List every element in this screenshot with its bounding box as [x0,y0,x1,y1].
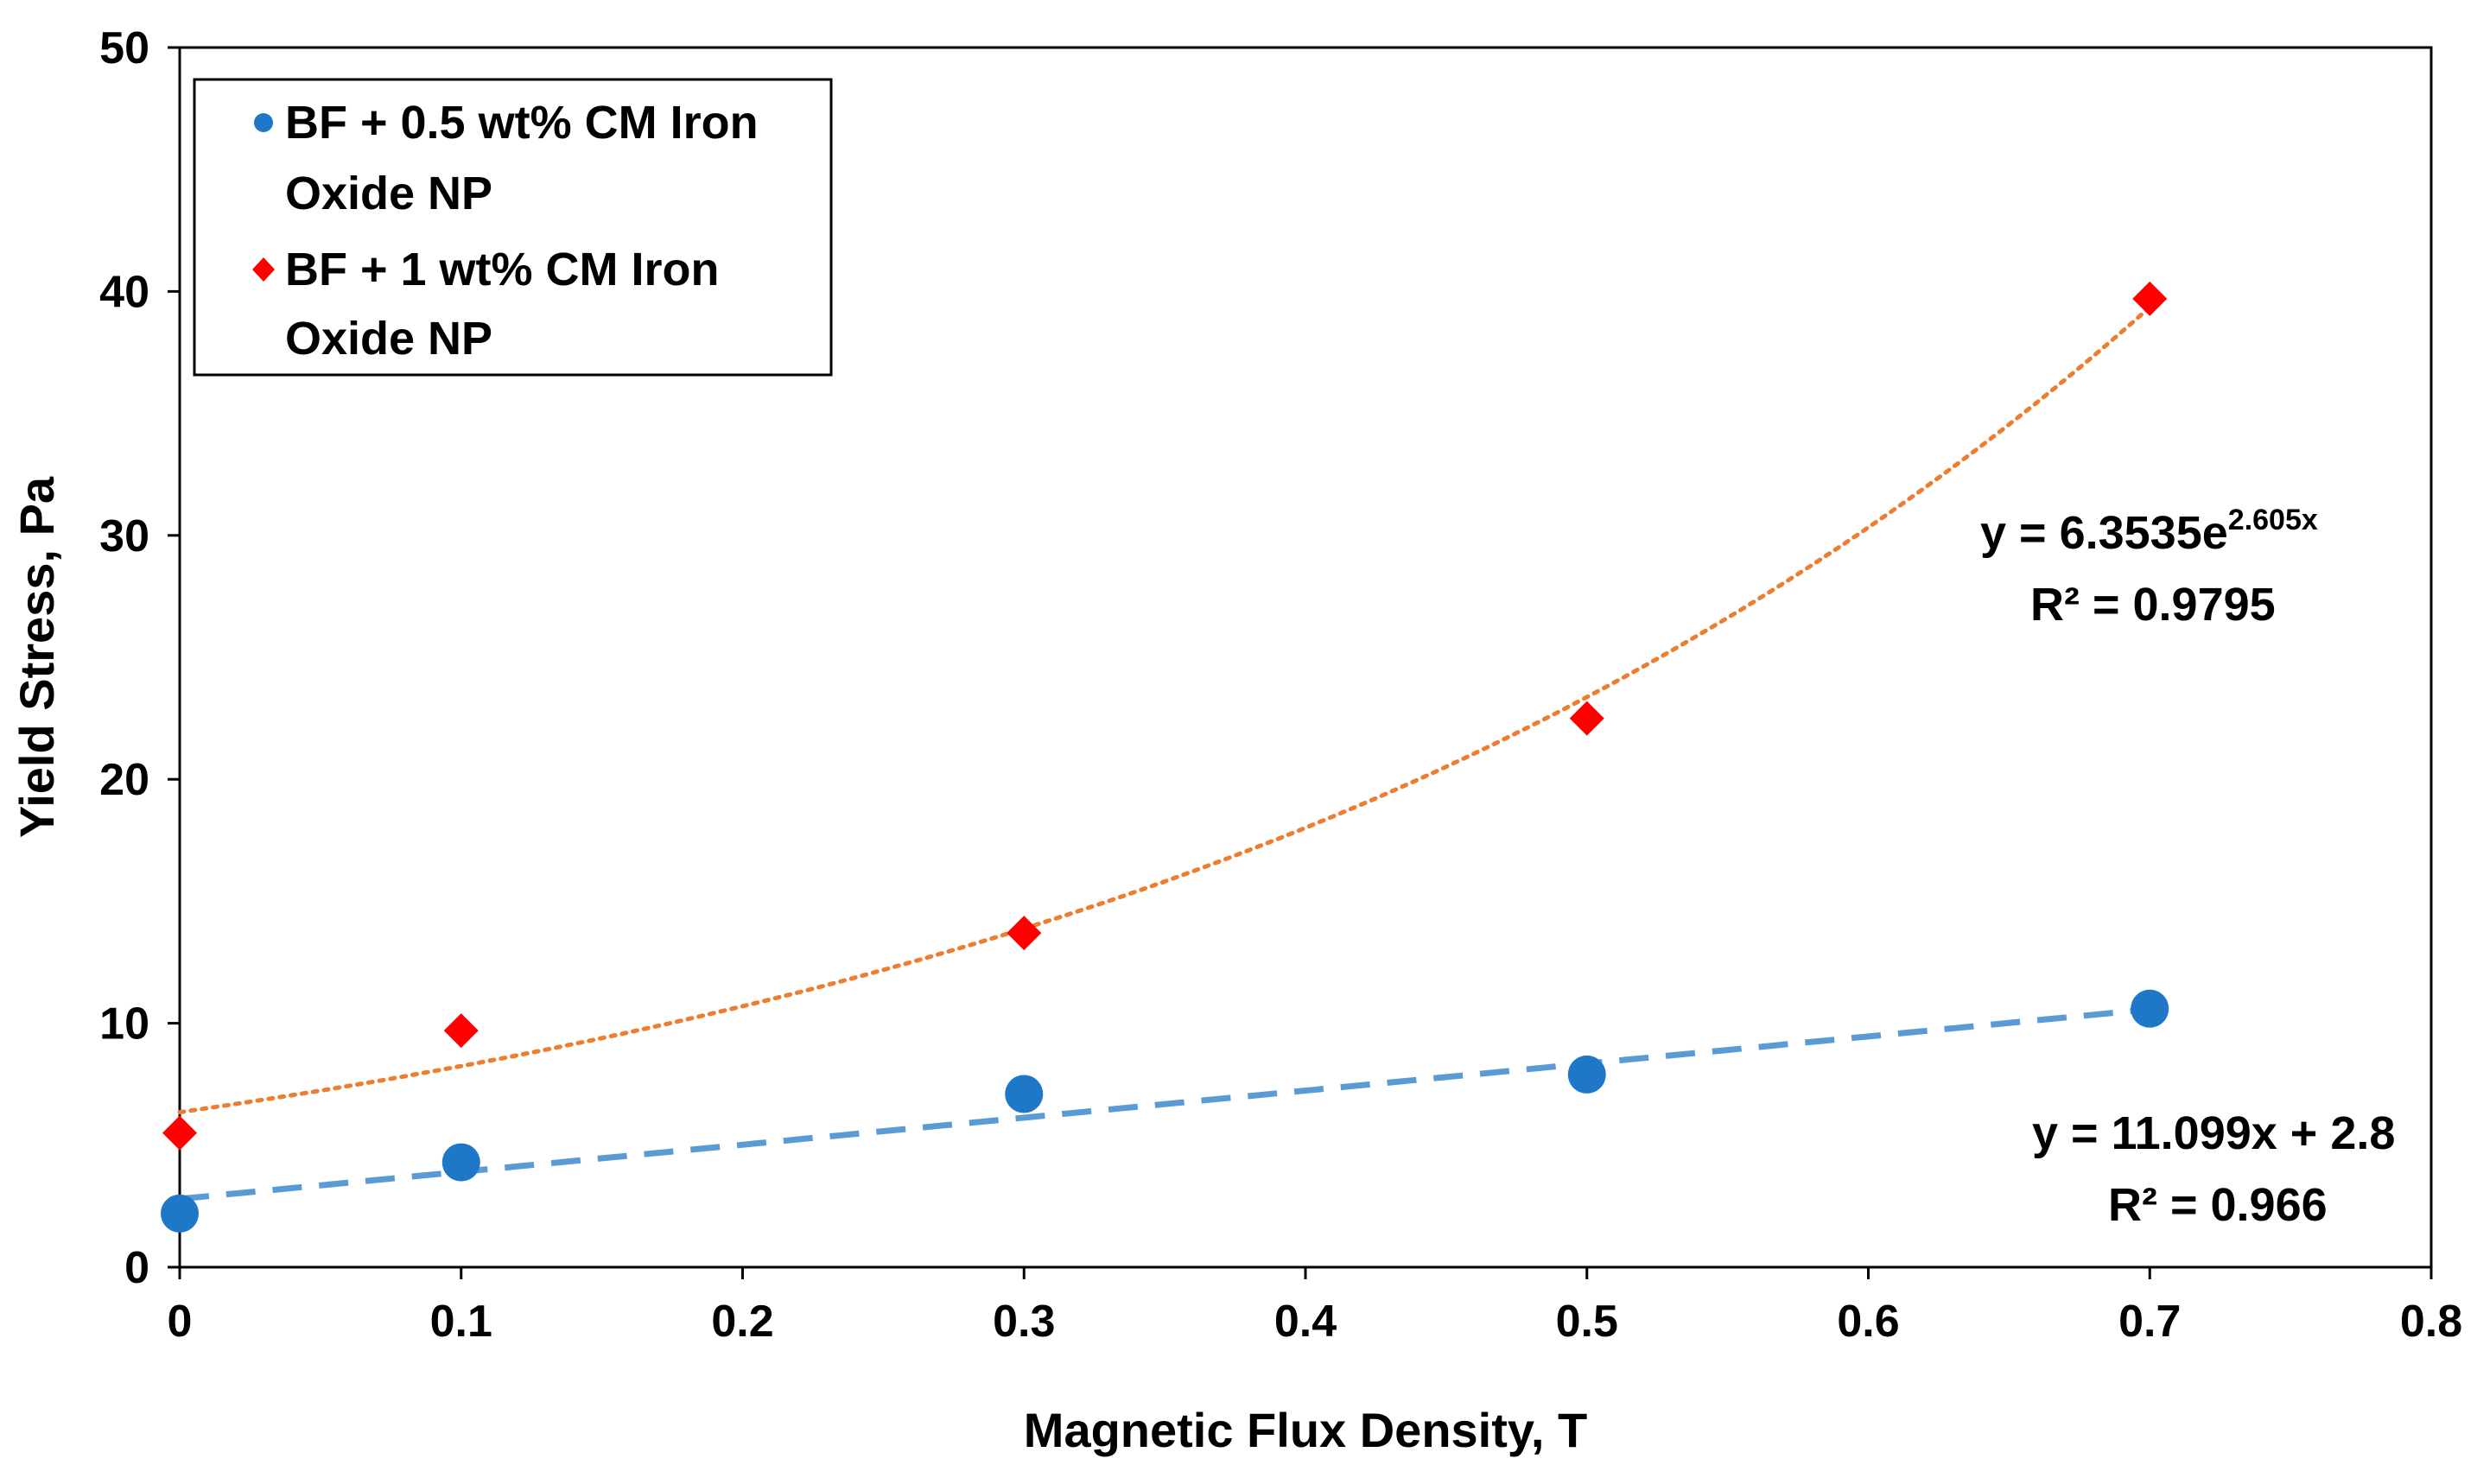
y-axis-title: Yield Stress, Pa [10,476,64,838]
trendline-series-2 [177,305,2152,1115]
x-tick-label: 0.5 [1556,1297,1618,1347]
data-point-series-2 [1007,916,1042,951]
data-point-series-1 [1005,1075,1044,1113]
y-tick-label: 50 [99,23,149,73]
y-tick-label: 40 [99,267,149,317]
x-tick-label: 0.1 [430,1297,492,1347]
y-tick-label: 30 [99,511,149,561]
legend-label-series-1-line-2: Oxide NP [285,168,492,219]
exp-equation-annotation: y = 6.3535e2.605x R² = 0.9795 [1980,504,2318,631]
data-point-series-1 [441,1143,480,1182]
legend-marker-diamond [252,257,275,282]
data-point-series-1 [1567,1055,1606,1094]
trendlines [177,305,2152,1202]
legend-label-series-2-line-2: Oxide NP [285,313,492,365]
data-point-series-1 [161,1194,199,1233]
linear-equation: y = 11.099x + 2.8 [2032,1107,2395,1159]
y-tick-label: 10 [99,999,149,1050]
y-tick-label: 20 [99,755,149,805]
trendline-series-1 [179,1006,2150,1202]
x-tick-label: 0 [168,1297,193,1347]
data-point-series-1 [2131,989,2169,1028]
data-point-series-2 [1569,701,1604,736]
linear-equation-annotation: y = 11.099x + 2.8 R² = 0.966 [2032,1107,2395,1231]
exp-r-squared: R² = 0.9795 [2030,579,2276,631]
exp-equation: y = 6.3535e2.605x [1980,504,2318,559]
x-tick-label: 0.3 [993,1297,1055,1347]
axis-ticks: 0 0.1 0.2 0.3 0.4 0.5 0.6 0.7 0.8 0 10 20 30 40 50 [99,23,2462,1347]
legend-label-series-2-line-1: BF + 1 wt% CM Iron [285,244,720,295]
x-tick-label: 0.8 [2400,1297,2462,1347]
data-point-series-2 [443,1013,479,1049]
x-tick-label: 0.7 [2118,1297,2181,1347]
data-points [161,281,2169,1233]
linear-r-squared: R² = 0.966 [2108,1179,2328,1231]
x-axis-title: Magnetic Flux Density, T [1024,1403,1587,1457]
x-tick-label: 0.6 [1837,1297,1899,1347]
legend: BF + 0.5 wt% CM Iron Oxide NP BF + 1 wt%… [193,78,833,377]
x-tick-label: 0.2 [711,1297,773,1347]
legend-box [193,78,833,377]
data-point-series-2 [162,1115,197,1151]
y-tick-label: 0 [124,1243,149,1293]
legend-label-series-1-line-1: BF + 0.5 wt% CM Iron [285,97,759,149]
x-tick-label: 0.4 [1274,1297,1337,1347]
legend-marker-circle [254,113,273,132]
data-point-series-2 [2132,281,2168,316]
